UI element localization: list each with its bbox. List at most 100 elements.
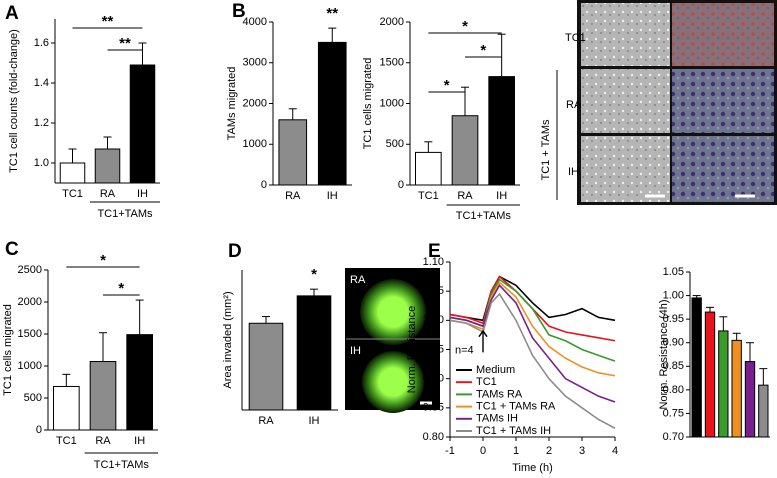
x-tick-label: TC1 (56, 435, 77, 447)
x-tick-label: RA (457, 190, 473, 202)
y-tick-label: 0 (36, 424, 42, 436)
significance: ** (102, 13, 114, 30)
y-tick-label: 500 (24, 392, 42, 404)
bar (53, 385, 80, 431)
x-tick-label: TC1 (418, 190, 439, 202)
y-tick-label: 1500 (18, 328, 42, 340)
panel-label: C (5, 239, 19, 260)
line (449, 275, 616, 322)
y-tick-label: 0.80 (663, 384, 684, 396)
x-tick-label: RA (100, 188, 116, 200)
y-axis-label: Norm. Resistance (406, 306, 418, 393)
bar (126, 334, 154, 431)
y-tick-label: 0.90 (423, 373, 444, 385)
significance: * (311, 266, 317, 283)
significance: * (462, 18, 468, 35)
x-tick-label: TC1 (62, 188, 83, 200)
y-tick-label: 1.0 (34, 157, 49, 169)
y-tick-label: 1.05 (663, 266, 684, 278)
significance: * (100, 252, 106, 269)
bar (317, 41, 347, 186)
micrograph-group: TC1 + TAMs (540, 119, 552, 181)
y-tick-label: 0.85 (663, 360, 684, 372)
panel-label: E (428, 241, 441, 262)
x-tick-label: RA (285, 190, 301, 202)
bar (129, 64, 156, 184)
x-tick-label: IH (134, 435, 145, 447)
bar (731, 339, 742, 438)
legend-label: Medium (476, 364, 515, 376)
bar (704, 311, 716, 438)
y-axis-label: TC1 cells migrated (2, 304, 14, 396)
y-axis-label: Area invaded (mm²) (222, 291, 234, 388)
y-tick-label: 1000 (243, 138, 267, 150)
bar (248, 322, 284, 411)
bar (89, 361, 117, 431)
y-tick-label: 0.95 (423, 343, 444, 355)
y-tick-label: 0.85 (423, 402, 444, 414)
y-tick-label: 0 (398, 179, 404, 191)
micrograph-grid (577, 0, 777, 205)
x-tick-label: 0 (480, 445, 486, 457)
y-tick-label: 500 (386, 138, 404, 150)
x-tick-label: IH (496, 190, 507, 202)
y-tick-label: 2000 (380, 16, 404, 28)
y-tick-label: 1.4 (34, 77, 49, 89)
legend-label: TAMs IH (476, 413, 518, 425)
y-tick-label: 2000 (18, 296, 42, 308)
y-tick-label: 0 (261, 179, 267, 191)
bar (278, 119, 308, 186)
legend-label: TC1 + TAMs RA (476, 401, 556, 413)
x-axis-label: Time (h) (512, 462, 553, 474)
bar (744, 361, 756, 438)
y-tick-label: 1.00 (663, 289, 684, 301)
y-axis-label: Norm. Resistance (4h) (658, 299, 670, 409)
y-axis-label: TAMs migrated (226, 67, 238, 141)
y-tick-label: 1.00 (423, 314, 444, 326)
y-tick-label: 1.05 (423, 285, 444, 297)
x-tick-label: IH (327, 190, 338, 202)
fluorescence-images (345, 268, 440, 413)
x-tick-label: 2 (546, 445, 552, 457)
micrograph-label: RA (566, 99, 582, 111)
bar (59, 162, 86, 184)
significance: ** (119, 35, 131, 52)
image-label: IH (350, 345, 361, 357)
x-tick-label: 3 (579, 445, 585, 457)
group-label: TC1+TAMs (94, 459, 150, 471)
x-tick-label: 1 (513, 445, 519, 457)
y-tick-label: 1000 (18, 360, 42, 372)
panel-label: A (5, 3, 19, 24)
x-tick-label: IH (309, 415, 320, 427)
significance: * (480, 42, 486, 59)
y-tick-label: 0.75 (663, 407, 684, 419)
x-tick-label: RA (258, 415, 274, 427)
line (449, 292, 616, 429)
y-tick-label: 1000 (380, 97, 404, 109)
legend-label: TC1 (476, 376, 497, 388)
bar (415, 151, 442, 186)
significance: * (444, 77, 450, 94)
bar (94, 148, 121, 184)
image-label: RA (350, 274, 366, 286)
y-tick-label: 2000 (243, 97, 267, 109)
legend-label: TC1 + TAMs IH (476, 425, 551, 437)
micrograph-label: IH (568, 166, 579, 178)
significance: ** (326, 5, 338, 22)
y-tick-label: 0.95 (663, 313, 684, 325)
x-tick-label: RA (95, 435, 111, 447)
line (449, 283, 616, 403)
y-tick-label: 1.10 (423, 256, 444, 268)
y-tick-label: 0.90 (663, 337, 684, 349)
y-tick-label: 2500 (18, 264, 42, 276)
y-tick-label: 4000 (243, 16, 267, 28)
arrow (478, 329, 488, 353)
x-tick-label: IH (137, 188, 148, 200)
y-tick-label: 0.70 (663, 431, 684, 443)
y-axis-label: TC1 cell counts (fold-change) (8, 29, 20, 173)
y-axis-label: TC1 cells migrated (362, 58, 374, 150)
y-tick-label: 1.6 (34, 37, 49, 49)
line (449, 281, 616, 377)
y-tick-label: 1500 (380, 57, 404, 69)
